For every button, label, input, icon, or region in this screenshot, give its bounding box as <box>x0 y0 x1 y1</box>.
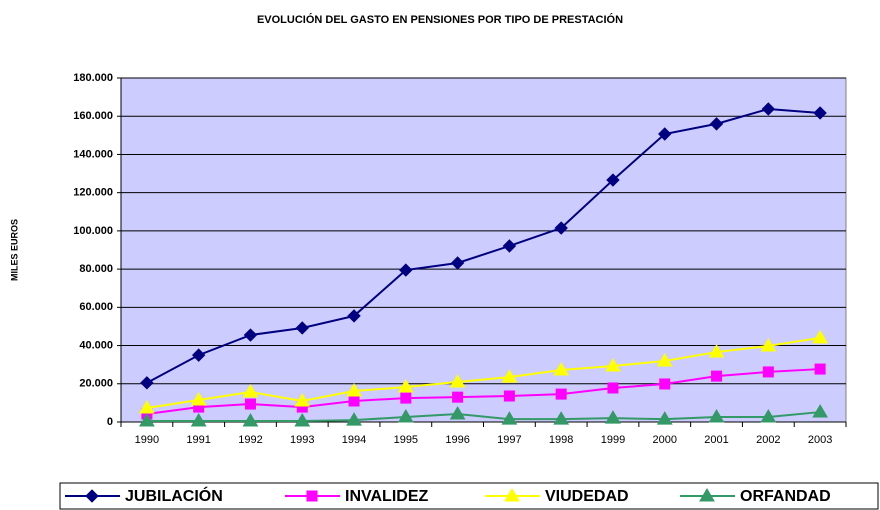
x-tick-label: 1993 <box>290 434 314 446</box>
data-point <box>449 405 466 420</box>
legend-box <box>59 482 879 510</box>
legend-label: INVALIDEZ <box>345 488 428 505</box>
x-tick-label: 1997 <box>497 434 521 446</box>
legend-label: ORFANDAD <box>740 488 831 505</box>
data-point <box>659 378 671 390</box>
data-point <box>553 362 570 376</box>
data-point <box>708 409 725 423</box>
data-point <box>397 409 414 423</box>
x-tick-label: 1992 <box>238 434 262 446</box>
data-point <box>242 384 259 398</box>
y-tick-label: 80.000 <box>79 263 113 275</box>
data-point <box>140 376 154 390</box>
data-point <box>812 404 828 418</box>
data-point <box>501 411 518 425</box>
legend-label: VIUDEDAD <box>545 488 629 505</box>
data-point <box>760 409 777 423</box>
data-point <box>346 383 362 397</box>
data-point <box>554 221 568 235</box>
data-point <box>295 321 309 335</box>
plot-area <box>120 77 847 423</box>
data-point <box>501 369 518 383</box>
data-point <box>348 395 360 407</box>
legend-marker <box>504 488 520 502</box>
data-point <box>190 413 207 427</box>
data-point <box>244 398 256 410</box>
data-point <box>139 400 155 414</box>
y-axis-label: MILES EUROS <box>9 219 19 281</box>
y-tick-label: 120.000 <box>73 187 113 199</box>
data-point <box>812 329 828 344</box>
data-point <box>347 309 361 323</box>
data-point <box>397 379 414 393</box>
x-tick-label: 2002 <box>756 434 780 446</box>
data-point <box>242 413 259 427</box>
data-point <box>449 374 466 388</box>
data-point <box>605 358 621 372</box>
series-line <box>146 368 821 415</box>
chart-title: EVOLUCIÓN DEL GASTO EN PENSIONES POR TIP… <box>257 13 623 26</box>
y-tick-label: 0 <box>107 416 113 428</box>
data-point <box>555 388 567 400</box>
y-tick-label: 40.000 <box>79 339 113 351</box>
legend-marker <box>699 488 715 502</box>
data-point <box>191 348 206 362</box>
x-tick-label: 1990 <box>135 434 159 446</box>
data-point <box>762 366 774 378</box>
data-point <box>814 363 826 375</box>
x-tick-label: 2001 <box>704 434 728 446</box>
data-point <box>450 256 465 270</box>
data-point <box>400 392 412 404</box>
data-point <box>607 382 619 394</box>
data-point <box>761 102 776 116</box>
data-point <box>606 173 620 187</box>
data-point <box>708 344 725 358</box>
x-tick-label: 1991 <box>186 434 210 446</box>
x-tick-label: 1998 <box>549 434 573 446</box>
series-line <box>146 411 821 423</box>
y-tick-label: 20.000 <box>79 378 113 390</box>
x-tick-label: 2003 <box>808 434 832 446</box>
data-point <box>605 410 621 424</box>
x-tick-label: 1999 <box>601 434 625 446</box>
data-point <box>813 106 827 120</box>
data-point <box>658 127 672 141</box>
x-tick-label: 1995 <box>394 434 418 446</box>
data-point <box>553 411 570 425</box>
series-line <box>146 336 821 410</box>
data-point <box>711 370 723 382</box>
legend-label: JUBILACIÓN <box>125 486 223 505</box>
data-point <box>139 413 155 427</box>
data-point <box>502 239 517 253</box>
y-tick-label: 60.000 <box>79 301 113 313</box>
y-tick-label: 180.000 <box>73 72 113 84</box>
x-tick-label: 1996 <box>445 434 469 446</box>
legend-marker <box>306 490 318 502</box>
data-point <box>760 337 777 352</box>
legend-marker <box>85 489 99 503</box>
data-point <box>656 411 673 425</box>
y-tick-label: 100.000 <box>73 225 113 237</box>
data-point <box>294 392 311 407</box>
data-point <box>346 412 362 426</box>
data-point <box>656 353 673 367</box>
data-point <box>452 391 464 403</box>
x-tick-label: 2000 <box>653 434 677 446</box>
y-tick-label: 160.000 <box>73 110 113 122</box>
y-tick-label: 140.000 <box>73 148 113 160</box>
series-line <box>146 107 821 384</box>
data-point <box>709 117 724 131</box>
data-point <box>294 413 311 427</box>
data-point <box>399 263 413 277</box>
x-tick-label: 1994 <box>342 434 366 446</box>
data-point <box>503 390 515 402</box>
data-point <box>243 328 258 342</box>
data-point <box>190 392 207 406</box>
